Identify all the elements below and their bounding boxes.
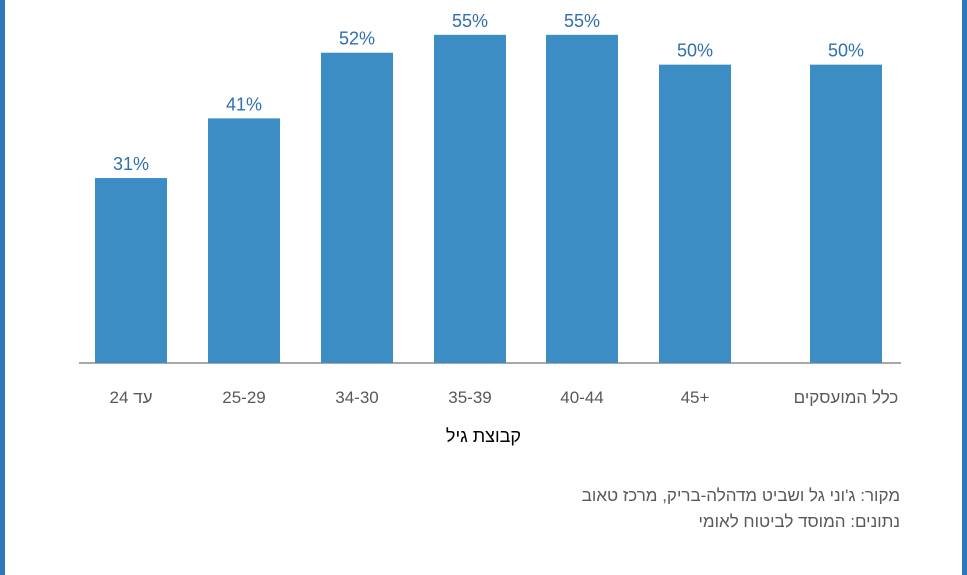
data-label: 55%: [564, 11, 600, 31]
source-line-2: נתונים: המוסד לביטוח לאומי: [698, 512, 900, 531]
x-axis-title: קבוצת גיל: [445, 426, 522, 446]
bar: [659, 64, 731, 364]
source-line-1: מקור: ג'וני גל ושביט מדהלה-בריק, מרכז טא…: [581, 486, 900, 505]
bar: [434, 34, 506, 363]
x-tick-label: 25-29: [222, 388, 265, 407]
x-tick-label: כלל המועסקים: [794, 388, 899, 407]
source-note: מקור: ג'וני גל ושביט מדהלה-בריק, מרכז טא…: [582, 483, 900, 535]
x-tick-label: 40-44: [560, 388, 603, 407]
data-label: 52%: [339, 29, 375, 49]
data-label: 55%: [452, 11, 488, 31]
data-label: 50%: [828, 41, 864, 61]
bar: [95, 178, 167, 363]
data-label: 31%: [113, 154, 149, 174]
x-tick-label: 35-39: [448, 388, 491, 407]
data-label: 50%: [677, 41, 713, 61]
bar: [810, 64, 882, 364]
bar-chart: 31% עד 24 41% 25-29 52% 34-30 55% 35-39 55% 40-44…: [79, 11, 901, 407]
bar: [208, 118, 280, 363]
x-tick-label: עד 24: [110, 388, 153, 407]
x-tick-label: 34-30: [335, 388, 378, 407]
data-label: 41%: [226, 94, 262, 114]
x-tick-label: 45+: [681, 388, 710, 407]
bar: [546, 34, 618, 363]
bar: [321, 52, 393, 363]
